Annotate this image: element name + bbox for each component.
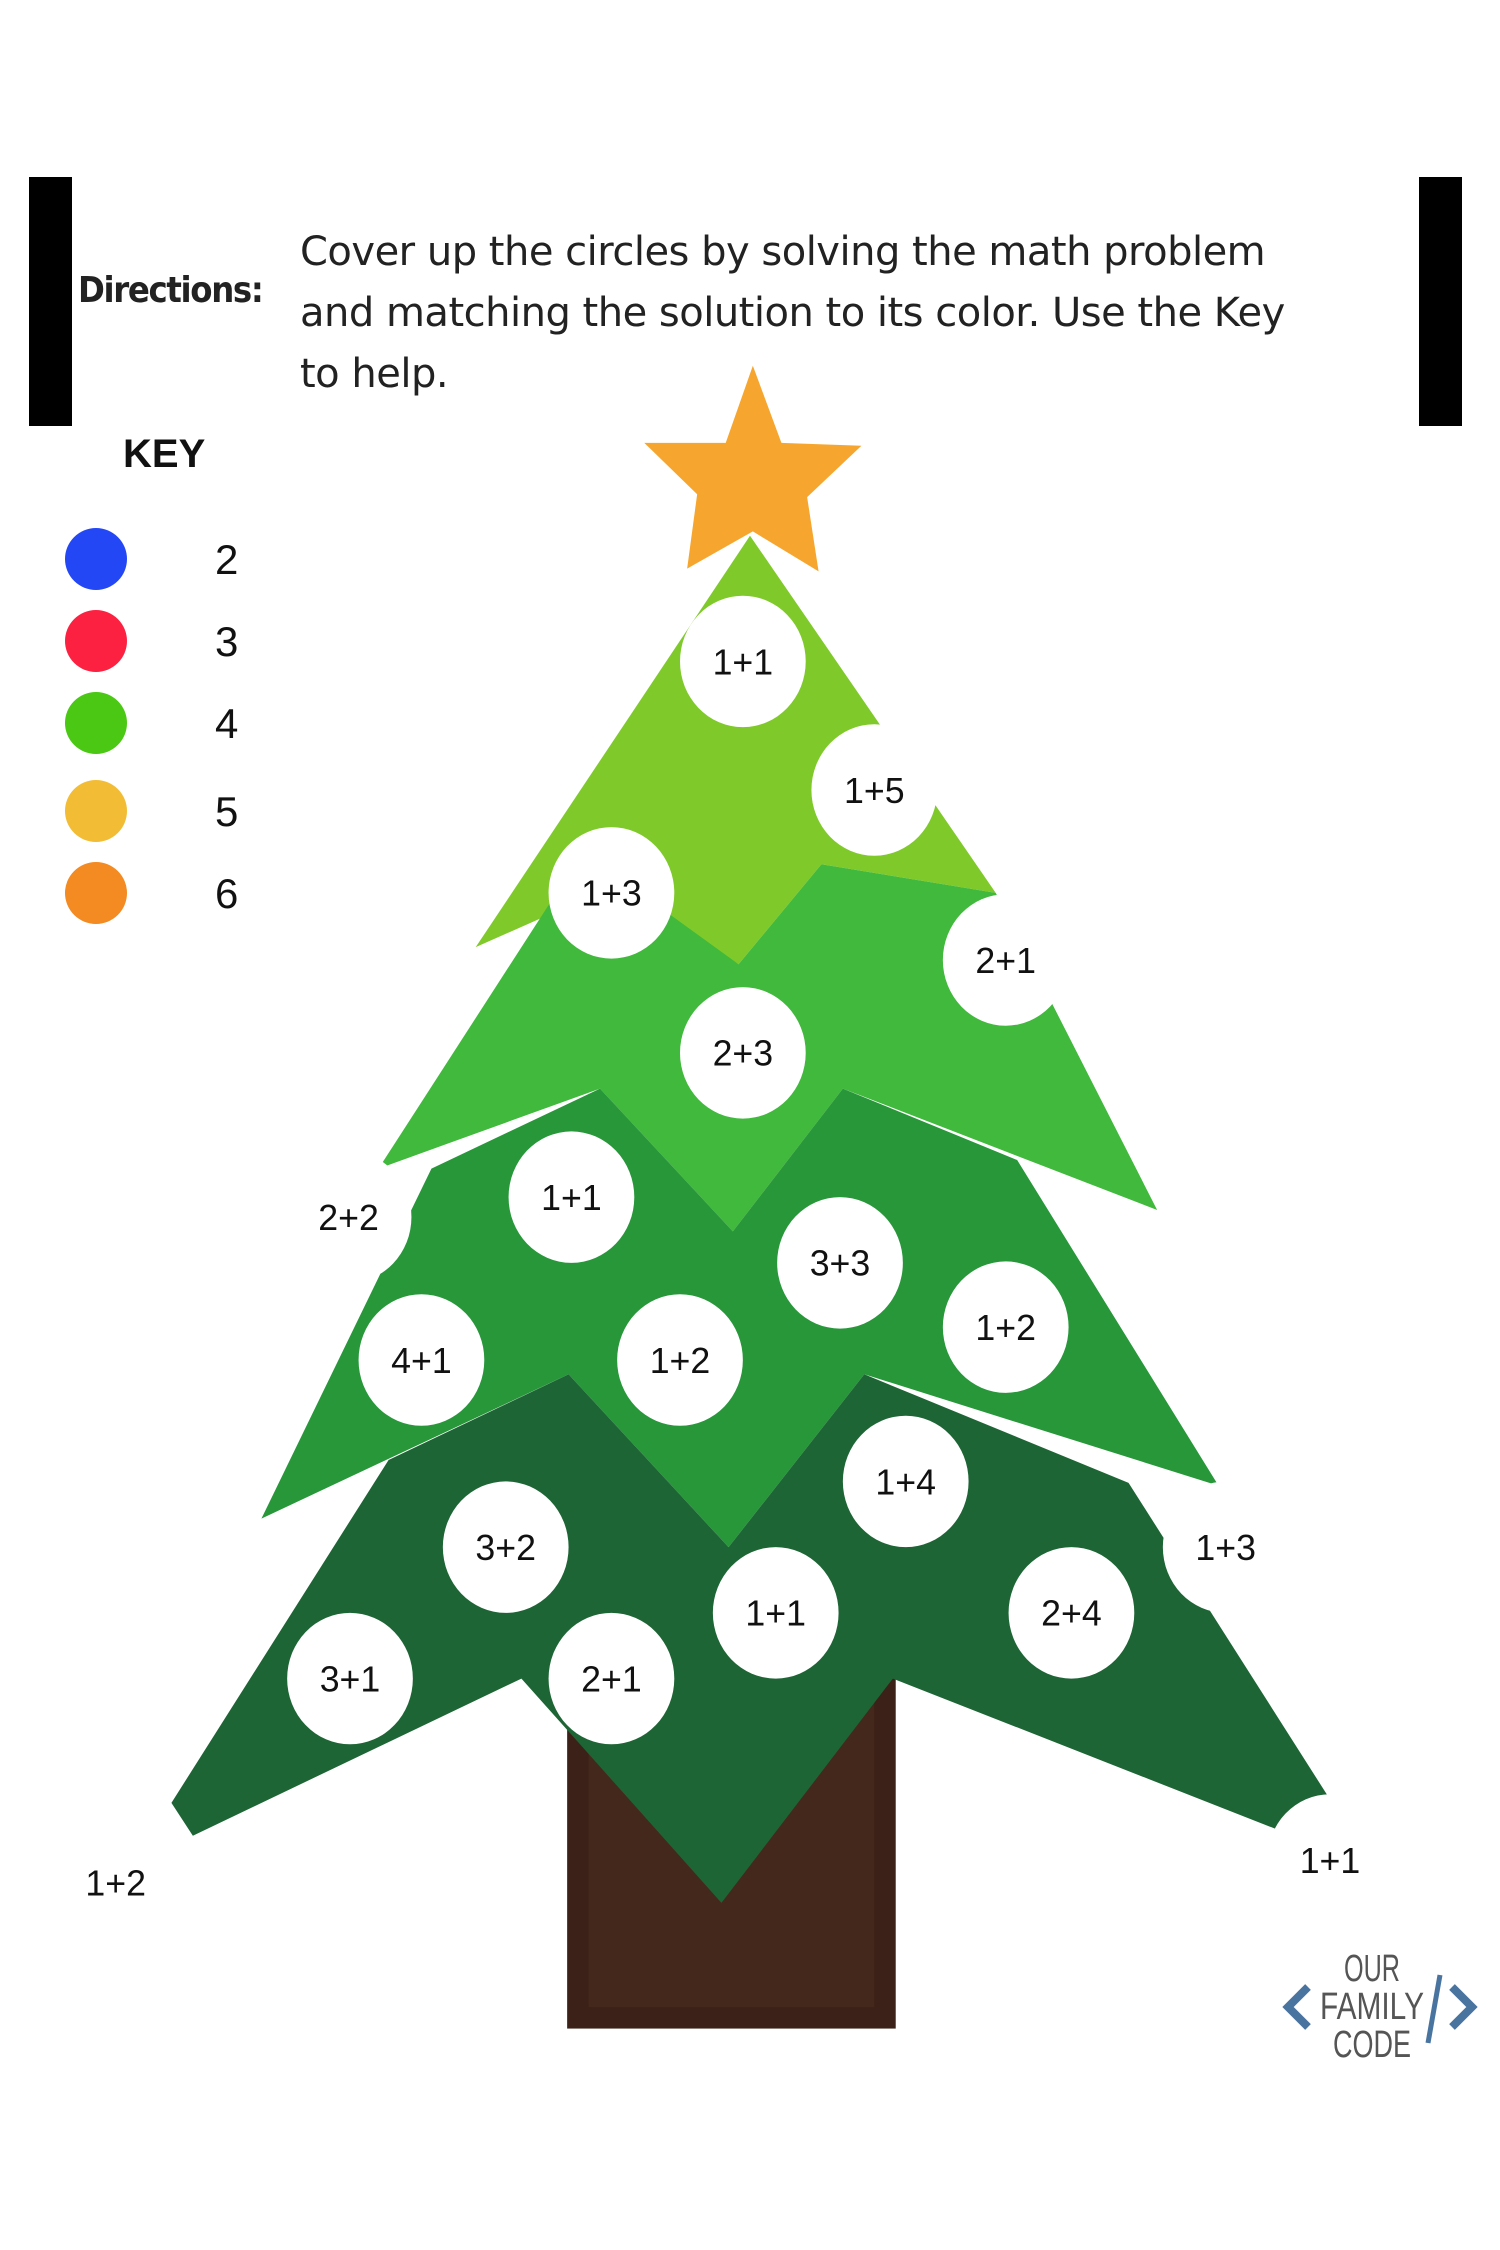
ornament-circle-shape[interactable]	[52, 1817, 179, 1949]
ornament-circle-shape[interactable]	[287, 1612, 413, 1745]
logo-right-bracket	[1449, 1984, 1478, 2030]
ornament-circle[interactable]: 1+1	[680, 595, 806, 728]
ornament-circle-shape[interactable]	[285, 1151, 412, 1283]
logo-text-family: FAMILY	[1320, 1986, 1424, 2028]
ornament-circle[interactable]: 1+5	[811, 724, 938, 856]
directions-text: Cover up the circles by solving the math…	[300, 222, 1440, 405]
ornament-circle-shape[interactable]	[712, 1547, 839, 1679]
ornament-circle-shape[interactable]	[617, 1294, 743, 1426]
math-problem: 1+4	[875, 1462, 936, 1502]
ornament-circle[interactable]: 1+2	[617, 1294, 743, 1426]
left-border-bar	[29, 177, 72, 426]
ornament-circle-shape[interactable]	[1008, 1547, 1135, 1679]
math-problem: 1+5	[844, 771, 905, 811]
math-problem: 2+1	[975, 941, 1036, 981]
directions-line: and matching the solution to its color. …	[300, 290, 1285, 336]
math-problem: 3+1	[320, 1659, 381, 1699]
math-problem: 1+1	[745, 1594, 806, 1634]
ornament-circle[interactable]: 1+1	[712, 1547, 839, 1679]
math-problem: 1+2	[650, 1341, 711, 1381]
key-color-dot	[65, 862, 127, 924]
key-color-dot	[65, 692, 127, 754]
logo-left-bracket	[1282, 1984, 1311, 2030]
logo-text-our: OUR	[1344, 1948, 1400, 1990]
math-problem: 2+2	[318, 1198, 379, 1238]
logo-graphic: OUR FAMILY CODE	[1282, 1948, 1478, 2065]
ornament-circle[interactable]: 1+1	[1267, 1794, 1393, 1926]
key-color-dot	[65, 610, 127, 672]
key-title: KEY	[123, 432, 206, 476]
tree-tier-3	[261, 1088, 1219, 1548]
math-problem: 1+2	[975, 1308, 1036, 1348]
math-problem: 2+3	[713, 1034, 774, 1074]
directions-line: Cover up the circles by solving the math…	[300, 229, 1266, 275]
logo-slash	[1425, 1974, 1443, 2044]
key-value: 6	[215, 870, 239, 917]
right-border-bar	[1419, 177, 1462, 426]
math-problem: 1+3	[581, 874, 642, 914]
math-problem: 1+2	[85, 1864, 146, 1904]
ornament-circle[interactable]: 1+2	[942, 1261, 1069, 1393]
ornament-circle[interactable]: 3+3	[777, 1197, 903, 1329]
logo-text-code: CODE	[1333, 2024, 1411, 2065]
ornament-circle-shape[interactable]	[508, 1131, 635, 1263]
ornament-circle[interactable]: 3+2	[442, 1481, 569, 1613]
math-problem: 1+3	[1195, 1528, 1256, 1568]
math-problem: 3+3	[810, 1244, 871, 1284]
ornament-circle[interactable]: 2+1	[548, 1612, 675, 1745]
ornament-circle-shape[interactable]	[942, 894, 1069, 1026]
ornament-circle[interactable]: 2+1	[942, 894, 1069, 1026]
ornament-circle[interactable]: 2+3	[680, 987, 806, 1119]
ornament-circle-shape[interactable]	[442, 1481, 569, 1613]
ornament-circle[interactable]: 3+1	[287, 1612, 413, 1745]
math-problem: 3+2	[475, 1528, 536, 1568]
key-color-dot	[65, 780, 127, 842]
ornament-circle-shape[interactable]	[680, 595, 806, 728]
ornament-circle[interactable]: 1+2	[52, 1817, 179, 1949]
ornament-circle[interactable]: 4+1	[358, 1294, 485, 1426]
math-problem: 2+1	[581, 1659, 642, 1699]
key-value: 5	[215, 788, 239, 835]
our-family-code-logo: OUR FAMILY CODE	[1280, 1945, 1485, 2065]
ornament-circle[interactable]: 1+4	[842, 1415, 969, 1548]
key-value: 4	[215, 700, 239, 747]
ornament-circle-shape[interactable]	[777, 1197, 903, 1329]
ornament-circle-shape[interactable]	[548, 827, 675, 959]
ornament-circle-shape[interactable]	[942, 1261, 1069, 1393]
math-problem: 1+1	[541, 1178, 602, 1218]
directions-line: to help.	[300, 351, 449, 397]
ornament-circle[interactable]: 1+3	[548, 827, 675, 959]
ornament-circle[interactable]: 1+1	[508, 1131, 635, 1263]
key-value: 3	[215, 618, 239, 665]
ornament-circle-shape[interactable]	[811, 724, 938, 856]
math-problem: 4+1	[391, 1341, 452, 1381]
key-color-dot	[65, 528, 127, 590]
ornament-circle-shape[interactable]	[1162, 1481, 1289, 1613]
ornament-circle-shape[interactable]	[358, 1294, 485, 1426]
ornament-circle-shape[interactable]	[842, 1415, 969, 1548]
ornament-circle[interactable]: 2+4	[1008, 1547, 1135, 1679]
math-problem: 1+1	[1300, 1841, 1361, 1881]
ornament-circle-shape[interactable]	[548, 1612, 675, 1745]
math-problem: 2+4	[1041, 1594, 1102, 1634]
ornament-circle-shape[interactable]	[680, 987, 806, 1119]
key-value: 2	[215, 536, 239, 583]
math-problem: 1+1	[713, 642, 774, 682]
ornament-circle-shape[interactable]	[1267, 1794, 1393, 1926]
star-icon	[644, 365, 862, 572]
directions-label: Directions:	[78, 270, 264, 311]
ornament-circle[interactable]: 2+2	[285, 1151, 412, 1283]
ornament-circle[interactable]: 1+3	[1162, 1481, 1289, 1613]
